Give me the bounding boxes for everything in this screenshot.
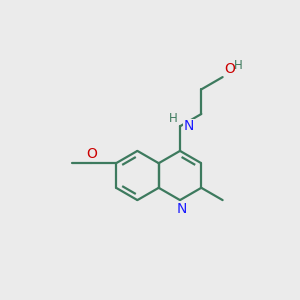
Text: O: O (224, 61, 235, 76)
Text: H: H (234, 59, 243, 72)
Text: N: N (184, 119, 194, 133)
Text: H: H (169, 112, 178, 124)
Text: N: N (176, 202, 187, 216)
Text: O: O (86, 147, 97, 161)
